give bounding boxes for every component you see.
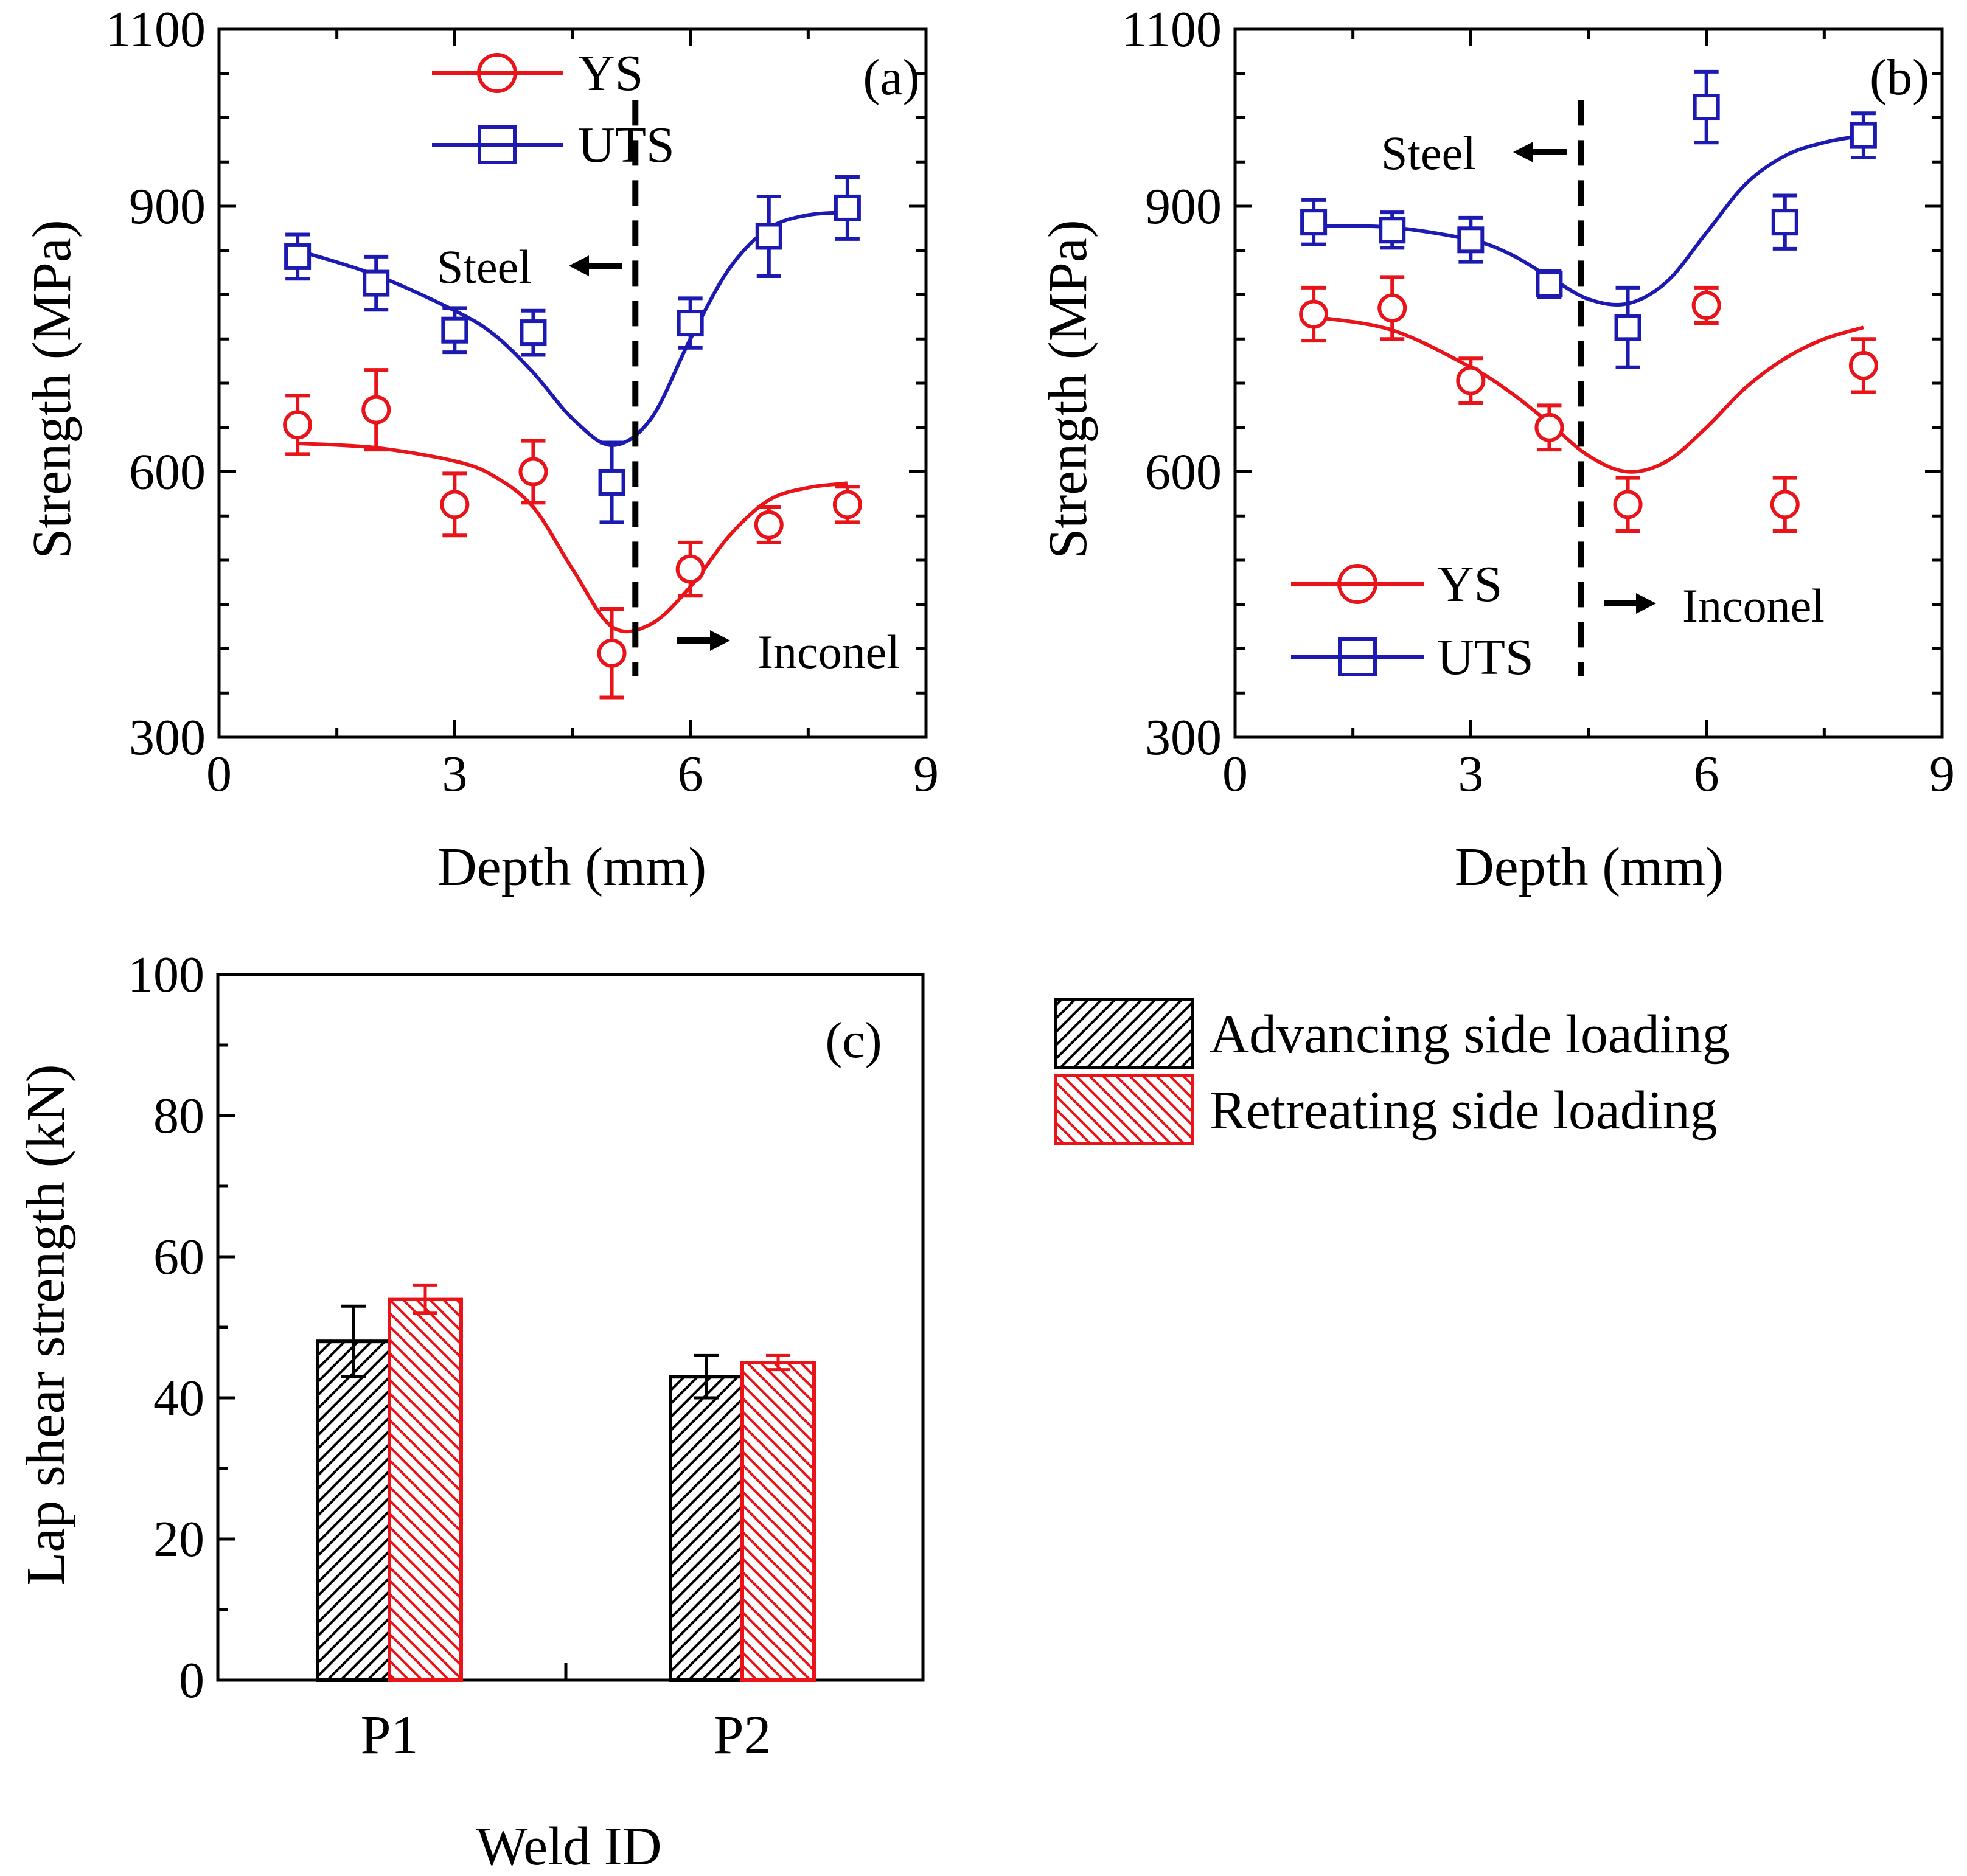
- legend-retreating-swatch: [1054, 1074, 1194, 1145]
- panel-b-legend-uts-label: UTS: [1437, 629, 1534, 686]
- panel-a-ys-point: [518, 457, 548, 487]
- panel-a-steel-arrow: [569, 255, 622, 276]
- panel-b-legend-ys-marker: [1337, 564, 1377, 604]
- panel-a-ys-point: [754, 510, 784, 540]
- panel-b-uts-point: [1693, 94, 1720, 121]
- panel-b-ys-point: [1456, 366, 1486, 395]
- legend-retreating-label: Retreating side loading: [1210, 1080, 1718, 1141]
- panel-b-ys-point: [1613, 490, 1643, 519]
- panel-a-ys-point: [283, 410, 313, 440]
- panel-a-strength-chart: 0 3 6 9 300 600 900 1100 (a) Depth (mm) Strengt…: [22, 1, 939, 897]
- panel-b-ys-point: [1848, 350, 1878, 380]
- panel-a-uts-point: [363, 269, 390, 297]
- panel-b-inconel-arrow: [1604, 593, 1656, 614]
- panel-a-legend-uts-marker: [478, 125, 517, 164]
- panel-a-x-axis-title: Depth (mm): [437, 837, 706, 897]
- panel-b-ys-point: [1377, 293, 1407, 323]
- panel-b-label: (b): [1870, 49, 1929, 106]
- panel-c-y-tick-label: 100: [128, 947, 204, 1003]
- panel-c-bar-advancing: [316, 1339, 391, 1682]
- panel-b-legend-ys-label: YS: [1437, 556, 1502, 613]
- panel-b-plot-frame: [1233, 27, 1944, 739]
- panel-a-y-tick-label: 900: [129, 178, 206, 235]
- panel-c-bar-advancing: [669, 1375, 744, 1682]
- panel-c-x-tick-label: P2: [713, 1705, 771, 1765]
- panel-a-uts-point: [520, 319, 547, 347]
- panel-b-steel-arrow: [1513, 142, 1567, 162]
- panel-a-x-tick-label: 3: [442, 746, 467, 802]
- panel-b-ys-point: [1691, 290, 1721, 320]
- panel-b-uts-point: [1300, 209, 1328, 236]
- panel-c-x-axis-title: Weld ID: [476, 1816, 661, 1876]
- panel-b-uts-point: [1614, 314, 1641, 341]
- panel-a-legend-uts-label: UTS: [578, 117, 675, 173]
- panel-a-ys-point: [832, 490, 862, 519]
- panel-b-y-axis-title: Strength (MPa): [1038, 220, 1098, 558]
- panel-a-uts-point: [677, 310, 704, 337]
- panel-b-y-tick-label: 600: [1145, 444, 1222, 501]
- panel-b-strength-chart: 0 3 6 9 300 600 900 1100 (b) Depth (mm) Strengt…: [1038, 1, 1955, 897]
- panel-a-x-tick-label: 6: [678, 746, 703, 802]
- panel-a-ys-point: [675, 554, 705, 584]
- panel-c-y-tick-label: 20: [153, 1511, 204, 1568]
- panel-a-uts-point: [755, 223, 782, 250]
- panel-b-legend: YS UTS: [1291, 556, 1534, 686]
- panel-a-ys-point: [597, 638, 627, 668]
- panel-c-y-tick-label: 60: [153, 1229, 204, 1285]
- panel-a-legend-ys-label: YS: [578, 45, 643, 102]
- legend-advancing-label: Advancing side loading: [1210, 1004, 1730, 1065]
- panel-c-label: (c): [825, 1012, 882, 1069]
- panel-a-x-tick-label: 0: [206, 746, 232, 802]
- panel-c-bar-retreating: [388, 1297, 463, 1683]
- panel-a-legend-ys-marker: [477, 53, 517, 93]
- panel-b-legend-uts-marker: [1338, 637, 1377, 676]
- panel-a-uts-point: [598, 468, 625, 496]
- panel-b-x-axis-title: Depth (mm): [1455, 837, 1724, 897]
- panel-c-x-tick-label: P1: [360, 1705, 418, 1765]
- panel-b-uts-point: [1457, 226, 1485, 254]
- panel-b-uts-point: [1536, 271, 1563, 298]
- panel-a-y-tick-label: 300: [129, 709, 206, 766]
- panel-a-uts-point: [284, 243, 312, 270]
- panel-b-ys-point: [1770, 490, 1800, 519]
- panel-c-lap-shear-chart: 0 20 40 60 80 100 P1 P2 (c) Weld ID Lap shear s…: [16, 947, 1730, 1876]
- panel-c-y-axis-title: Lap shear strength (kN): [16, 1064, 76, 1585]
- panel-b-y-tick-label: 1100: [1121, 1, 1222, 58]
- panel-b-uts-point: [1850, 122, 1877, 149]
- panel-a-inconel-label: Inconel: [757, 625, 900, 678]
- panel-a-x-tick-label: 9: [913, 746, 939, 802]
- panel-b-inconel-label: Inconel: [1682, 579, 1825, 632]
- panel-c-legend: Advancing side loading Retreating side l…: [1054, 998, 1730, 1145]
- panel-b-y-tick-label: 900: [1145, 178, 1222, 235]
- panel-b-x-tick-label: 9: [1929, 746, 1955, 802]
- legend-advancing-swatch: [1054, 998, 1194, 1069]
- panel-a-steel-label: Steel: [437, 240, 532, 293]
- panel-a-y-axis-title: Strength (MPa): [22, 220, 82, 558]
- panel-b-uts-point: [1771, 209, 1798, 236]
- panel-a-uts-point: [834, 194, 861, 221]
- panel-c-y-tick-label: 0: [179, 1652, 204, 1709]
- panel-a-inconel-arrow: [677, 630, 730, 651]
- panel-b-ys-point: [1299, 299, 1329, 329]
- panel-b-ys-fit-line: [1313, 314, 1864, 474]
- panel-a-label: (a): [863, 49, 919, 106]
- panel-c-y-tick-label: 80: [153, 1088, 204, 1144]
- panel-a-ys-fit-line: [297, 441, 848, 634]
- panel-b-x-tick-label: 6: [1694, 746, 1719, 802]
- panel-a-ys-point: [440, 490, 470, 519]
- panel-b-ys-point: [1534, 412, 1564, 442]
- panel-a-legend: YS UTS: [432, 45, 675, 173]
- panel-c-y-tick-label: 40: [153, 1370, 204, 1426]
- panel-b-steel-label: Steel: [1381, 127, 1476, 179]
- panel-b-uts-point: [1379, 217, 1406, 244]
- panel-a-y-tick-label: 600: [129, 444, 206, 501]
- panel-a-y-tick-label: 1100: [105, 1, 206, 58]
- panel-c-bar-retreating: [740, 1361, 816, 1682]
- panel-a-ys-point: [361, 395, 391, 425]
- panel-b-x-tick-label: 3: [1458, 746, 1483, 802]
- panel-a-uts-point: [441, 316, 468, 344]
- panel-b-y-tick-label: 300: [1145, 709, 1222, 766]
- panel-b-x-tick-label: 0: [1222, 746, 1248, 802]
